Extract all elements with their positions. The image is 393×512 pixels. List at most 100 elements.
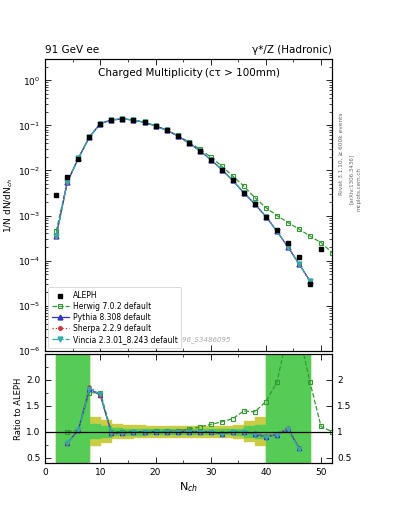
Sherpa 2.2.9 default <box>286 244 290 250</box>
Herwig 7.0.2 default <box>65 179 70 185</box>
X-axis label: N$_{ch}$: N$_{ch}$ <box>179 480 198 494</box>
Sherpa 2.2.9 default <box>252 201 257 207</box>
Pythia 8.308 default <box>197 147 202 154</box>
Herwig 7.0.2 default <box>153 123 158 129</box>
Herwig 7.0.2 default <box>175 133 180 139</box>
Herwig 7.0.2 default <box>76 155 81 161</box>
Line: Sherpa 2.2.9 default: Sherpa 2.2.9 default <box>55 117 312 283</box>
Sherpa 2.2.9 default <box>65 179 70 185</box>
Herwig 7.0.2 default <box>241 183 246 189</box>
ALEPH <box>131 117 136 123</box>
Line: ALEPH: ALEPH <box>54 116 323 287</box>
Vincia 2.3.01_8.243 default <box>109 117 114 123</box>
Sherpa 2.2.9 default <box>109 117 114 123</box>
Sherpa 2.2.9 default <box>197 147 202 154</box>
Vincia 2.3.01_8.243 default <box>297 261 301 267</box>
ALEPH <box>98 121 103 127</box>
Herwig 7.0.2 default <box>164 127 169 133</box>
Sherpa 2.2.9 default <box>241 190 246 196</box>
Pythia 8.308 default <box>297 261 301 267</box>
Pythia 8.308 default <box>87 134 92 140</box>
Herwig 7.0.2 default <box>98 120 103 126</box>
Pythia 8.308 default <box>109 117 114 123</box>
Pythia 8.308 default <box>98 120 103 126</box>
Herwig 7.0.2 default <box>186 139 191 145</box>
Sherpa 2.2.9 default <box>153 123 158 129</box>
Sherpa 2.2.9 default <box>219 166 224 173</box>
Herwig 7.0.2 default <box>87 134 92 140</box>
Text: γ*/Z (Hadronic): γ*/Z (Hadronic) <box>252 45 332 54</box>
Text: Charged Multiplicity (cτ > 100mm): Charged Multiplicity (cτ > 100mm) <box>97 68 280 78</box>
Text: 91 GeV ee: 91 GeV ee <box>45 45 99 54</box>
Herwig 7.0.2 default <box>208 154 213 160</box>
Pythia 8.308 default <box>76 155 81 161</box>
Text: ALEPH_1996_S3486095: ALEPH_1996_S3486095 <box>147 337 230 344</box>
ALEPH <box>264 214 268 220</box>
Herwig 7.0.2 default <box>219 163 224 169</box>
Vincia 2.3.01_8.243 default <box>87 134 92 140</box>
Sherpa 2.2.9 default <box>308 278 312 284</box>
ALEPH <box>197 147 202 154</box>
Sherpa 2.2.9 default <box>87 134 92 140</box>
ALEPH <box>65 175 70 181</box>
ALEPH <box>186 140 191 146</box>
Text: mcplots.cern.ch: mcplots.cern.ch <box>357 167 362 211</box>
Vincia 2.3.01_8.243 default <box>275 228 279 234</box>
Pythia 8.308 default <box>219 166 224 173</box>
Sherpa 2.2.9 default <box>164 127 169 133</box>
Y-axis label: 1/N dN/dN$_{ch}$: 1/N dN/dN$_{ch}$ <box>2 177 15 232</box>
Vincia 2.3.01_8.243 default <box>197 147 202 154</box>
ALEPH <box>286 241 290 247</box>
Herwig 7.0.2 default <box>142 119 147 125</box>
Legend: ALEPH, Herwig 7.0.2 default, Pythia 8.308 default, Sherpa 2.2.9 default, Vincia : ALEPH, Herwig 7.0.2 default, Pythia 8.30… <box>48 287 182 348</box>
Herwig 7.0.2 default <box>109 117 114 123</box>
ALEPH <box>241 190 246 196</box>
Sherpa 2.2.9 default <box>131 117 136 123</box>
Pythia 8.308 default <box>153 123 158 129</box>
Sherpa 2.2.9 default <box>275 228 279 234</box>
ALEPH <box>275 227 279 233</box>
Sherpa 2.2.9 default <box>98 120 103 126</box>
ALEPH <box>164 127 169 133</box>
Pythia 8.308 default <box>142 119 147 125</box>
Vincia 2.3.01_8.243 default <box>241 190 246 196</box>
Pythia 8.308 default <box>54 233 59 239</box>
Pythia 8.308 default <box>241 190 246 196</box>
Vincia 2.3.01_8.243 default <box>65 179 70 185</box>
Pythia 8.308 default <box>286 244 290 250</box>
Vincia 2.3.01_8.243 default <box>76 155 81 161</box>
ALEPH <box>87 134 92 140</box>
ALEPH <box>120 116 125 122</box>
Herwig 7.0.2 default <box>120 116 125 122</box>
Herwig 7.0.2 default <box>330 249 334 255</box>
ALEPH <box>297 254 301 260</box>
Sherpa 2.2.9 default <box>208 157 213 163</box>
Vincia 2.3.01_8.243 default <box>164 127 169 133</box>
Herwig 7.0.2 default <box>264 204 268 210</box>
Vincia 2.3.01_8.243 default <box>175 133 180 139</box>
ALEPH <box>219 166 224 173</box>
Vincia 2.3.01_8.243 default <box>98 120 103 126</box>
Herwig 7.0.2 default <box>286 220 290 226</box>
Vincia 2.3.01_8.243 default <box>252 201 257 207</box>
Line: Herwig 7.0.2 default: Herwig 7.0.2 default <box>54 116 334 255</box>
Sherpa 2.2.9 default <box>297 261 301 267</box>
Sherpa 2.2.9 default <box>264 214 268 220</box>
Pythia 8.308 default <box>65 179 70 185</box>
Vincia 2.3.01_8.243 default <box>264 214 268 220</box>
Herwig 7.0.2 default <box>252 195 257 201</box>
Pythia 8.308 default <box>120 116 125 122</box>
Pythia 8.308 default <box>275 228 279 234</box>
Herwig 7.0.2 default <box>54 228 59 234</box>
Herwig 7.0.2 default <box>275 212 279 219</box>
Vincia 2.3.01_8.243 default <box>54 233 59 239</box>
Vincia 2.3.01_8.243 default <box>131 117 136 123</box>
Vincia 2.3.01_8.243 default <box>219 166 224 173</box>
Sherpa 2.2.9 default <box>175 133 180 139</box>
Vincia 2.3.01_8.243 default <box>308 278 312 284</box>
Pythia 8.308 default <box>308 278 312 284</box>
Vincia 2.3.01_8.243 default <box>286 244 290 250</box>
ALEPH <box>175 133 180 139</box>
Herwig 7.0.2 default <box>230 173 235 179</box>
Vincia 2.3.01_8.243 default <box>230 178 235 184</box>
